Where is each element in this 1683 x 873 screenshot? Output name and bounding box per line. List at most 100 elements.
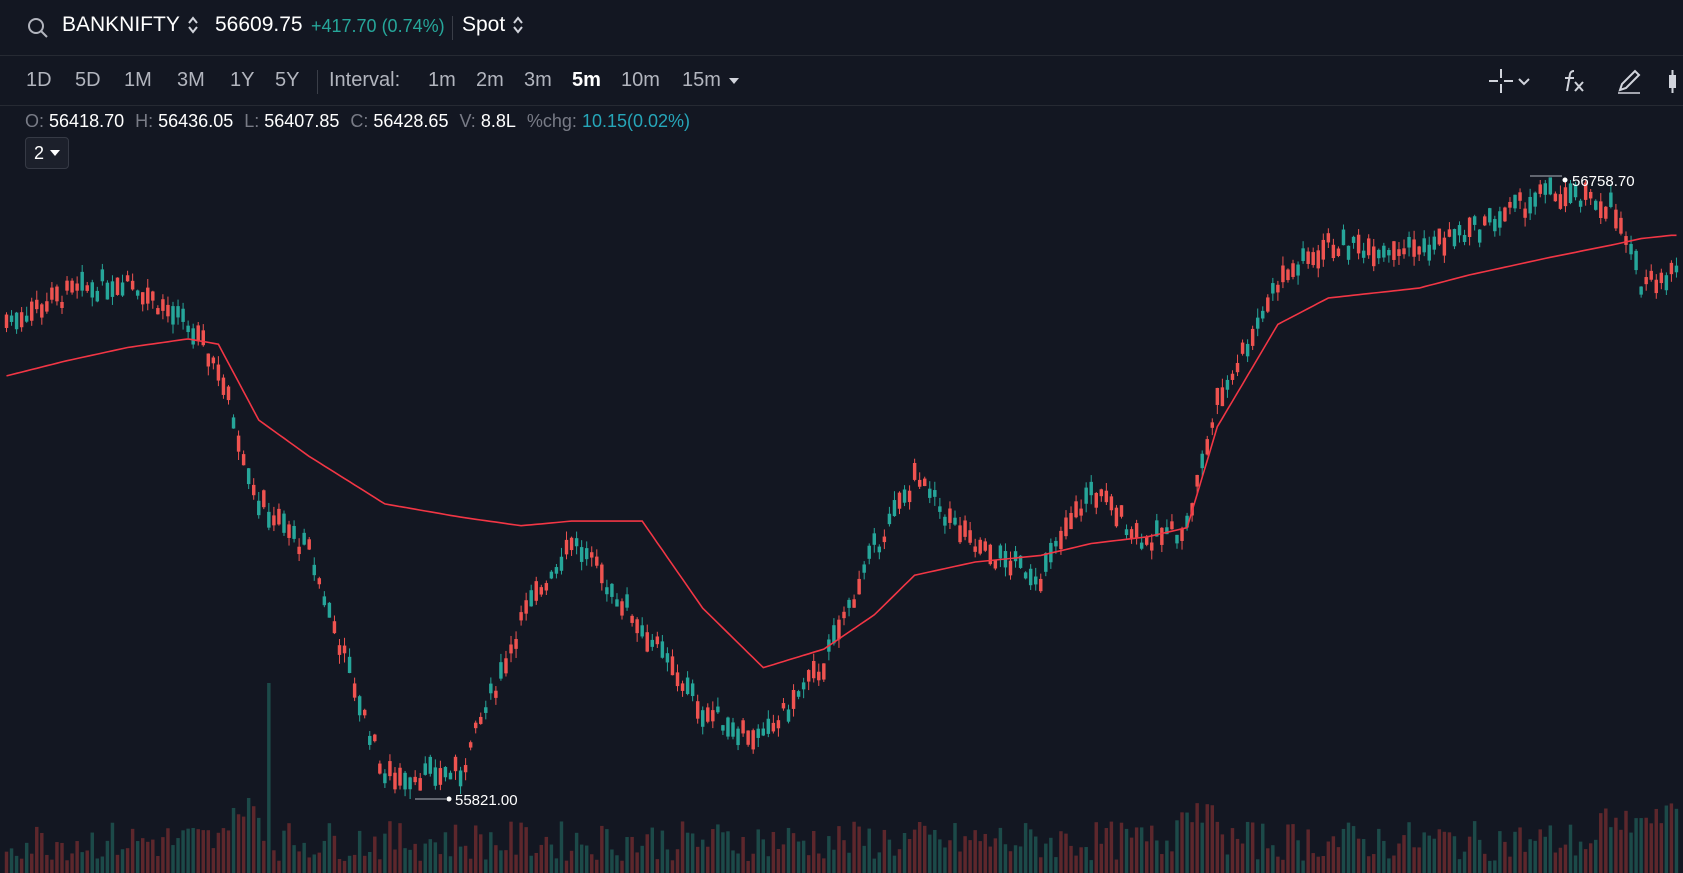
volume-bar — [408, 849, 412, 873]
range-5d[interactable]: 5D — [75, 69, 101, 91]
volume-bar — [902, 832, 907, 873]
candle-body — [620, 601, 624, 616]
candle-body — [726, 717, 730, 737]
candle-body — [484, 707, 488, 713]
volume-bar — [917, 821, 922, 873]
range-1y[interactable]: 1Y — [230, 69, 255, 91]
candle-body — [1447, 229, 1452, 237]
drawing-pencil-icon[interactable] — [1614, 66, 1644, 96]
interval-3m[interactable]: 3m — [524, 69, 552, 91]
range-5y[interactable]: 5Y — [275, 69, 300, 91]
candle-body — [640, 625, 644, 637]
candle-body — [600, 564, 604, 584]
volume-bar — [1508, 856, 1512, 873]
market-selector[interactable]: Spot — [462, 13, 524, 37]
volume-bar — [968, 840, 972, 873]
candle-body — [1558, 194, 1563, 209]
candle-body — [1250, 328, 1255, 346]
candle-body — [60, 301, 64, 308]
interval-10m[interactable]: 10m — [621, 69, 660, 91]
volume-bar — [584, 845, 589, 873]
search-icon[interactable] — [26, 16, 50, 40]
volume-bar — [236, 814, 241, 873]
chevron-down-icon[interactable] — [1516, 66, 1532, 96]
volume-bar — [635, 852, 639, 873]
volume-bar — [660, 830, 665, 873]
candle-body — [1220, 387, 1225, 407]
interval-5m[interactable]: 5m — [572, 69, 601, 91]
volume-bar — [1069, 845, 1073, 873]
volume-bar — [1578, 841, 1583, 873]
volume-bar — [514, 854, 518, 873]
candle-type-icon[interactable] — [1666, 66, 1683, 96]
crosshair-icon[interactable] — [1486, 66, 1516, 96]
volume-bar — [1049, 837, 1053, 873]
range-3m[interactable]: 3M — [177, 69, 205, 91]
volume-bar — [262, 840, 266, 873]
candle-body — [317, 578, 322, 585]
range-1m[interactable]: 1M — [124, 69, 152, 91]
open-label: O: — [25, 111, 45, 131]
candle-body — [1114, 507, 1119, 527]
volume-bar — [1210, 805, 1215, 873]
volume-bar — [1452, 836, 1457, 873]
candle-body — [1462, 234, 1467, 243]
volume-bar — [923, 825, 927, 873]
volume-bar — [1028, 829, 1033, 873]
volume-bar — [1170, 851, 1174, 873]
candle-body — [468, 742, 473, 748]
volume-bar — [1104, 828, 1109, 873]
candle-body — [1488, 208, 1492, 223]
candle-body — [862, 564, 866, 573]
volume-bar — [75, 841, 79, 873]
volume-bar — [928, 834, 932, 873]
indicators-fx-icon[interactable] — [1558, 66, 1588, 96]
candle-body — [1008, 560, 1013, 576]
symbol-selector[interactable]: BANKNIFTY — [62, 13, 199, 37]
volume-bar — [1271, 845, 1275, 873]
candle-body — [115, 277, 120, 295]
volume-bar — [892, 855, 897, 873]
candle-body — [257, 500, 261, 516]
candle-body — [786, 709, 791, 722]
ohlc-legend: O: 56418.70 H: 56436.05 L: 56407.85 C: 5… — [25, 111, 690, 132]
volume-bar — [1654, 808, 1658, 873]
candle-body — [504, 658, 508, 674]
candle-body — [1538, 184, 1542, 194]
candle-body — [579, 547, 584, 562]
candle-body — [549, 571, 554, 579]
volume-bar — [549, 844, 554, 873]
volume-bar — [645, 834, 649, 873]
candle-body — [741, 720, 745, 734]
studies-dropdown-button[interactable]: 2 — [25, 137, 69, 169]
volume-bar — [357, 830, 362, 873]
volume-bar — [685, 832, 690, 873]
volume-bar — [1291, 824, 1295, 873]
candle-body — [241, 454, 246, 466]
volume-bar — [231, 807, 236, 873]
candle-body — [529, 590, 533, 607]
candle-body — [1372, 246, 1376, 267]
close-value: 56428.65 — [373, 111, 449, 131]
volume-bar — [1619, 829, 1623, 873]
volume-bar — [1175, 820, 1179, 873]
interval-15m-dropdown[interactable]: 15m — [682, 69, 739, 92]
volume-bar — [1538, 829, 1542, 873]
interval-2m[interactable]: 2m — [476, 69, 504, 91]
candle-body — [1442, 237, 1447, 256]
volume-bar — [1351, 826, 1356, 873]
candle-body — [352, 683, 357, 698]
volume-bar — [1311, 853, 1315, 873]
candle-body — [262, 490, 266, 508]
candle-body — [1614, 209, 1618, 229]
candle-body — [1548, 177, 1553, 195]
volume-bar — [872, 858, 876, 873]
range-1d[interactable]: 1D — [26, 69, 52, 91]
interval-1m[interactable]: 1m — [428, 69, 456, 91]
volume-bar — [251, 806, 256, 873]
volume-bar — [564, 860, 569, 873]
volume-bar — [156, 856, 160, 873]
volume-bar — [206, 830, 211, 873]
candle-body — [80, 271, 84, 291]
